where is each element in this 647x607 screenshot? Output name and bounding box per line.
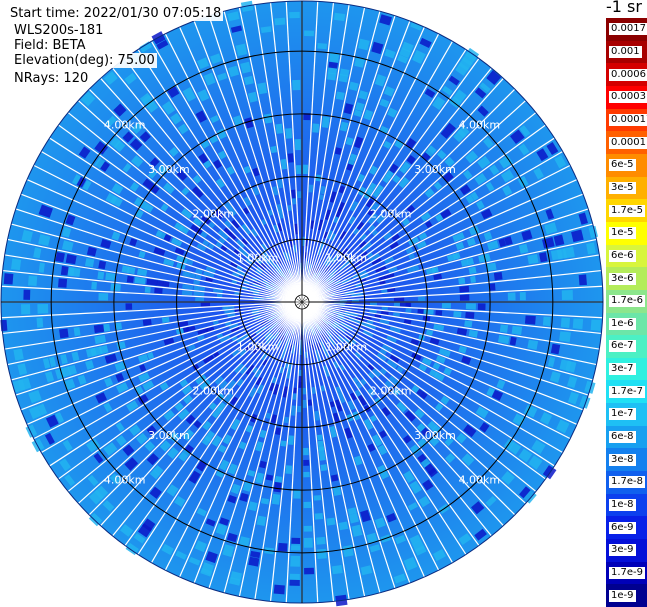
colorbar-swatch: 0.001 bbox=[606, 40, 647, 64]
center-spoke bbox=[298, 301, 303, 309]
colorbar-tick-label: 1.7e-6 bbox=[609, 295, 646, 308]
colorbar-tick-label: 3e-7 bbox=[609, 363, 636, 376]
colorbar-swatch: 0.0017 bbox=[606, 18, 647, 42]
elevation-label: Elevation(deg): 75.00 bbox=[12, 53, 157, 68]
colorbar-swatch: 1e-5 bbox=[606, 221, 647, 246]
colorbar-tick-label: 0.0003 bbox=[609, 91, 647, 104]
center-spoke bbox=[301, 295, 306, 303]
colorbar-swatch: 0.0001 bbox=[606, 131, 647, 155]
center-spoke bbox=[298, 295, 303, 303]
field-label: Field: BETA bbox=[12, 38, 88, 53]
colorbar: 0.0017 0.001 0.0006 0.0003 0.00017 0.0001 6e-5… bbox=[606, 18, 647, 607]
colorbar-title: -1 sr bbox=[606, 0, 642, 16]
colorbar-swatch: 3e-5 bbox=[606, 176, 647, 200]
colorbar-swatch: 0.0006 bbox=[606, 63, 647, 87]
range-ring-label: 1.00km bbox=[326, 252, 368, 265]
center-spoke bbox=[301, 298, 309, 303]
colorbar-swatch: 6e-8 bbox=[606, 425, 647, 449]
colorbar-tick-label: 1.7e-7 bbox=[609, 385, 646, 398]
colorbar-tick-label: 6e-7 bbox=[609, 340, 636, 353]
range-ring-label: 3.00km bbox=[148, 163, 190, 176]
range-ring-label: 3.00km bbox=[414, 163, 456, 176]
range-ring-label: 2.00km bbox=[370, 207, 412, 220]
colorbar-tick-label: 3e-8 bbox=[609, 453, 636, 466]
colorbar-swatch: 1e-9 bbox=[606, 584, 647, 607]
colorbar-swatch: 3e-7 bbox=[606, 357, 647, 381]
center-spoke bbox=[295, 298, 303, 303]
colorbar-tick-label: 1e-7 bbox=[609, 408, 636, 421]
colorbar-swatch: 6e-7 bbox=[606, 335, 647, 359]
range-ring-label: 1.00km bbox=[237, 340, 279, 353]
colorbar-swatch: 0.00017 bbox=[606, 108, 647, 132]
colorbar-tick-label: 1e-5 bbox=[609, 227, 636, 240]
colorbar-swatch: 3e-9 bbox=[606, 539, 647, 563]
colorbar-tick-label: 3e-5 bbox=[609, 181, 636, 194]
range-ring-label: 3.00km bbox=[414, 429, 456, 442]
colorbar-swatch: 1.7e-6 bbox=[606, 289, 647, 313]
colorbar-tick-label: 1.7e-8 bbox=[609, 476, 646, 489]
colorbar-swatch: 1e-6 bbox=[606, 312, 647, 336]
colorbar-tick-label: 6e-8 bbox=[609, 431, 636, 444]
range-ring-label: 2.00km bbox=[193, 207, 235, 220]
range-ring-label: 4.00km bbox=[104, 119, 146, 132]
colorbar-swatch: 1e-8 bbox=[606, 493, 647, 517]
colorbar-swatch: 1.7e-7 bbox=[606, 380, 647, 404]
colorbar-swatch: 6e-9 bbox=[606, 516, 647, 540]
colorbar-tick-label: 3e-6 bbox=[609, 272, 636, 285]
colorbar-tick-label: 0.0017 bbox=[609, 23, 647, 36]
colorbar-tick-label: 6e-6 bbox=[609, 249, 636, 262]
colorbar-swatch: 6e-5 bbox=[606, 153, 647, 178]
colorbar-tick-label: 1e-9 bbox=[609, 589, 636, 602]
instrument-label: WLS200s-181 bbox=[12, 23, 106, 38]
center-spoke bbox=[301, 301, 309, 306]
colorbar-tick-label: 0.0001 bbox=[609, 136, 647, 149]
range-ring-label: 1.00km bbox=[237, 252, 279, 265]
range-ring-label: 4.00km bbox=[104, 473, 146, 486]
range-ring-label: 4.00km bbox=[459, 119, 501, 132]
colorbar-swatch: 1.7e-9 bbox=[606, 561, 647, 585]
colorbar-tick-label: 6e-9 bbox=[609, 521, 636, 534]
colorbar-tick-label: 1e-6 bbox=[609, 317, 636, 330]
colorbar-swatch: 1e-7 bbox=[606, 403, 647, 427]
range-ring-label: 1.00km bbox=[326, 340, 368, 353]
colorbar-tick-label: 3e-9 bbox=[609, 544, 636, 557]
colorbar-swatch: 1.7e-5 bbox=[606, 199, 647, 223]
colorbar-swatch: 1.7e-8 bbox=[606, 471, 647, 495]
colorbar-tick-label: 1e-8 bbox=[609, 499, 636, 512]
colorbar-tick-label: 0.001 bbox=[609, 45, 642, 58]
colorbar-swatch: 3e-6 bbox=[606, 267, 647, 291]
range-ring-label: 4.00km bbox=[459, 473, 501, 486]
range-ring-label: 2.00km bbox=[193, 385, 235, 398]
colorbar-tick-label: 6e-5 bbox=[609, 159, 636, 172]
nrays-label: NRays: 120 bbox=[12, 71, 91, 86]
colorbar-tick-label: 1.7e-5 bbox=[609, 204, 646, 217]
colorbar-swatch: 6e-6 bbox=[606, 244, 647, 268]
range-ring-label: 3.00km bbox=[148, 429, 190, 442]
colorbar-tick-label: 0.0006 bbox=[609, 68, 647, 81]
colorbar-tick-label: 1.7e-9 bbox=[609, 567, 646, 579]
colorbar-swatch: 3e-8 bbox=[606, 448, 647, 472]
colorbar-tick-label: 0.00017 bbox=[609, 113, 647, 126]
range-ring-label: 2.00km bbox=[370, 385, 412, 398]
start-time-label: Start time: 2022/01/30 07:05:18 bbox=[8, 6, 224, 21]
center-spoke bbox=[295, 301, 303, 306]
center-spoke bbox=[301, 301, 306, 309]
ppi-plot: 1.00km 1.00km 1.00km 1.00km 2.00km 2.00km 2.00… bbox=[0, 0, 604, 607]
colorbar-swatch: 0.0003 bbox=[606, 85, 647, 110]
